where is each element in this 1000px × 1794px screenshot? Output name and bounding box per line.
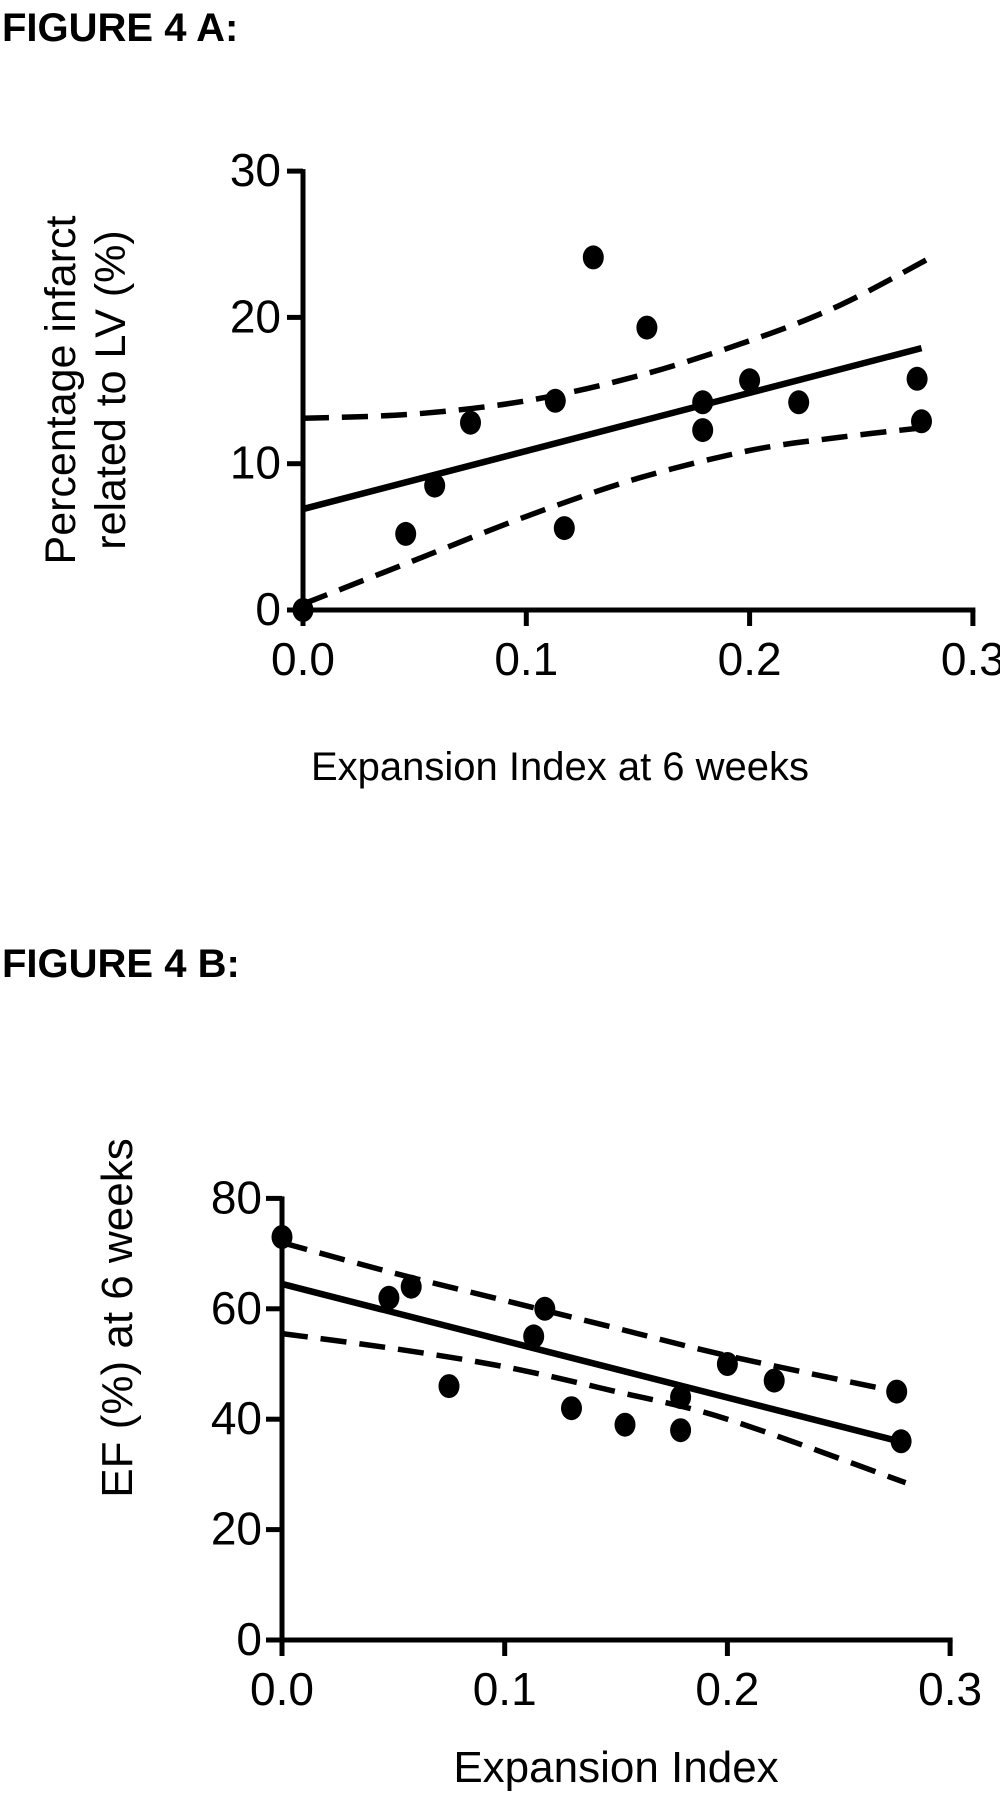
y-axis-tick-label: 20 (211, 1503, 262, 1555)
data-point (692, 418, 714, 443)
data-point (670, 1385, 692, 1410)
regression-line (281, 1280, 900, 1445)
data-point (670, 1418, 692, 1443)
y-axis-label: EF (%) at 6 weeks (93, 1138, 142, 1497)
x-axis-label: Expansion Index (453, 1743, 778, 1792)
y-axis-tick-label: 60 (211, 1282, 262, 1334)
figure-a-scatter-chart: 0 10 20 30 0.0 0.1 0.2 0.3 Expansion Index at 6 … (37, 144, 1000, 789)
data-point (636, 315, 658, 340)
y-axis-tick-label: 0 (255, 583, 281, 635)
regression-line (302, 344, 923, 513)
data-point (911, 409, 932, 434)
data-point (523, 1324, 545, 1349)
figure-a-title: FIGURE 4 A: (2, 6, 239, 50)
data-point (561, 1396, 582, 1421)
data-point (534, 1296, 556, 1321)
confidence-band-lower-curve (281, 1330, 907, 1486)
y-axis-tick-label: 30 (230, 144, 281, 196)
confidence-band-upper-curve (302, 256, 930, 422)
data-point (886, 1379, 908, 1404)
data-point (716, 1352, 738, 1376)
data-point (400, 1274, 422, 1299)
y-axis-tick-label: 40 (211, 1392, 262, 1444)
data-point (582, 245, 604, 270)
data-point (424, 473, 446, 498)
data-point (763, 1368, 785, 1393)
data-point (739, 368, 761, 393)
x-axis-tick-label: 0.0 (271, 633, 335, 685)
y-axis-tick-label: 10 (230, 437, 281, 489)
data-point (271, 1225, 293, 1249)
x-axis-tick-label: 0.0 (250, 1663, 314, 1715)
data-point (692, 390, 714, 415)
y-axis-tick-label: 0 (236, 1613, 262, 1665)
y-axis-tick-label: 80 (211, 1171, 262, 1223)
data-point (614, 1412, 636, 1437)
data-point (378, 1285, 400, 1310)
y-axis-tick-label: 20 (230, 290, 281, 342)
data-point (544, 388, 566, 413)
x-axis-label: Expansion Index at 6 weeks (311, 745, 809, 789)
data-point (438, 1374, 460, 1399)
x-axis-tick-label: 0.1 (473, 1663, 537, 1715)
data-point (788, 390, 810, 415)
data-point (553, 516, 575, 541)
data-point (890, 1429, 912, 1454)
data-point (395, 521, 417, 546)
x-axis-tick-label: 0.2 (718, 633, 782, 685)
x-axis-tick-label: 0.3 (941, 633, 1000, 685)
data-point (906, 366, 928, 391)
y-axis-label: Percentage infarctrelated to LV (%) (37, 215, 135, 564)
x-axis-tick-label: 0.3 (918, 1663, 982, 1715)
confidence-band-lower-curve (301, 424, 929, 607)
figure-b-scatter-chart: 0 20 40 60 80 0.0 0.1 0.2 0.3 Expansion Index EF (… (93, 1138, 982, 1792)
x-axis-tick-label: 0.1 (494, 633, 558, 685)
data-point (460, 410, 481, 435)
data-point (292, 598, 314, 622)
x-axis-tick-label: 0.2 (695, 1663, 759, 1715)
figure-b-title: FIGURE 4 B: (2, 942, 240, 986)
confidence-band-upper-curve (281, 1239, 898, 1395)
